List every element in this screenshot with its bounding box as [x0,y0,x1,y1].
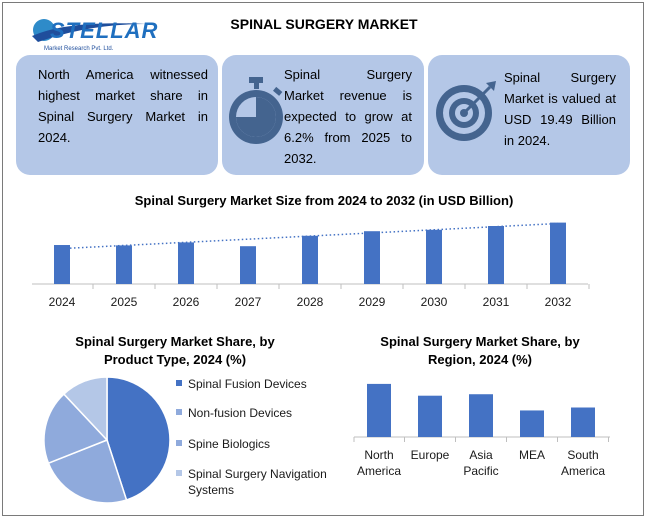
legend-label: Spinal Fusion Devices [188,377,307,391]
pie-slice-0 [106,376,171,501]
trendline [61,222,559,250]
bar-2030 [426,229,442,284]
bar-2027 [240,246,256,284]
bar-2031 [488,226,504,284]
legend-swatch [176,409,182,415]
x-tick-label: America [561,464,605,478]
infographic-frame [2,2,644,516]
bar-2028 [302,235,318,284]
bar-Europe [418,395,442,437]
card-text: North America witnessed highest market s… [38,67,208,145]
market-size-chart-title: Spinal Surgery Market Size from 2024 to … [134,193,514,208]
x-tick-label: 2031 [483,295,510,309]
x-tick-label: 2030 [421,295,448,309]
x-tick-label: North [364,448,393,462]
card-growth: Spinal Surgery Market revenue is expecte… [222,55,424,175]
x-tick-label: Asia [469,448,493,462]
bar-2025 [116,245,132,284]
page-title: SPINAL SURGERY MARKET [230,16,418,32]
product-type-chart-title: Spinal Surgery Market Share, by Product … [75,334,275,367]
bar-2029 [364,231,380,284]
x-tick-label: 2032 [545,295,572,309]
legend-label: Non-fusion Devices [188,406,293,420]
pie-slice-3 [62,376,108,442]
x-tick-label: 2024 [49,295,76,309]
logo-swoosh-icon [32,19,146,42]
region-chart-title: Spinal Surgery Market Share, by Region, … [380,334,580,367]
x-tick-label: 2028 [297,295,324,309]
logo-text: STELLAR [50,18,159,43]
region-bar-chart: North America Europe Asia Pacific MEA South Ame… [353,383,610,478]
x-tick-label: America [357,464,401,478]
product-type-pie-chart [43,376,171,504]
x-tick-label: South [567,448,598,462]
target-icon [436,81,496,141]
bar-2032 [550,222,566,284]
x-tick-label: MEA [519,448,545,462]
card-text: Spinal Surgery Market is valued at USD 1… [504,70,616,148]
x-tick-label: Pacific [463,464,498,478]
legend-swatch [176,470,182,476]
bar-2024 [54,245,70,284]
legend-label: Spine Biologics [188,437,271,451]
market-size-chart: 2024 2025 2026 2027 2028 2029 2030 2031 2032 [32,222,590,309]
bar-MEA [520,410,544,437]
pie-slice-2 [43,393,109,465]
bar-South America [571,407,595,437]
x-tick-label: Europe [411,448,450,462]
x-tick-label: 2027 [235,295,262,309]
legend-swatch [176,440,182,446]
stellar-logo: STELLAR Market Research Pvt. Ltd. [28,16,158,58]
card-valuation: Spinal Surgery Market is valued at USD 1… [428,55,630,175]
x-tick-label: 2025 [111,295,138,309]
x-tick-label: 2026 [173,295,200,309]
x-tick-label: 2029 [359,295,386,309]
legend-label: Spinal Surgery Navigation Systems [188,467,327,497]
bar-North America [367,383,391,437]
card-text: Spinal Surgery Market revenue is expecte… [284,67,412,166]
card-north-america: North America witnessed highest market s… [16,55,218,175]
logo-subtitle: Market Research Pvt. Ltd. [44,46,114,52]
bar-2026 [178,242,194,284]
bar-Asia Pacific [469,394,493,437]
stopwatch-icon [229,77,283,144]
legend-swatch [176,380,182,386]
